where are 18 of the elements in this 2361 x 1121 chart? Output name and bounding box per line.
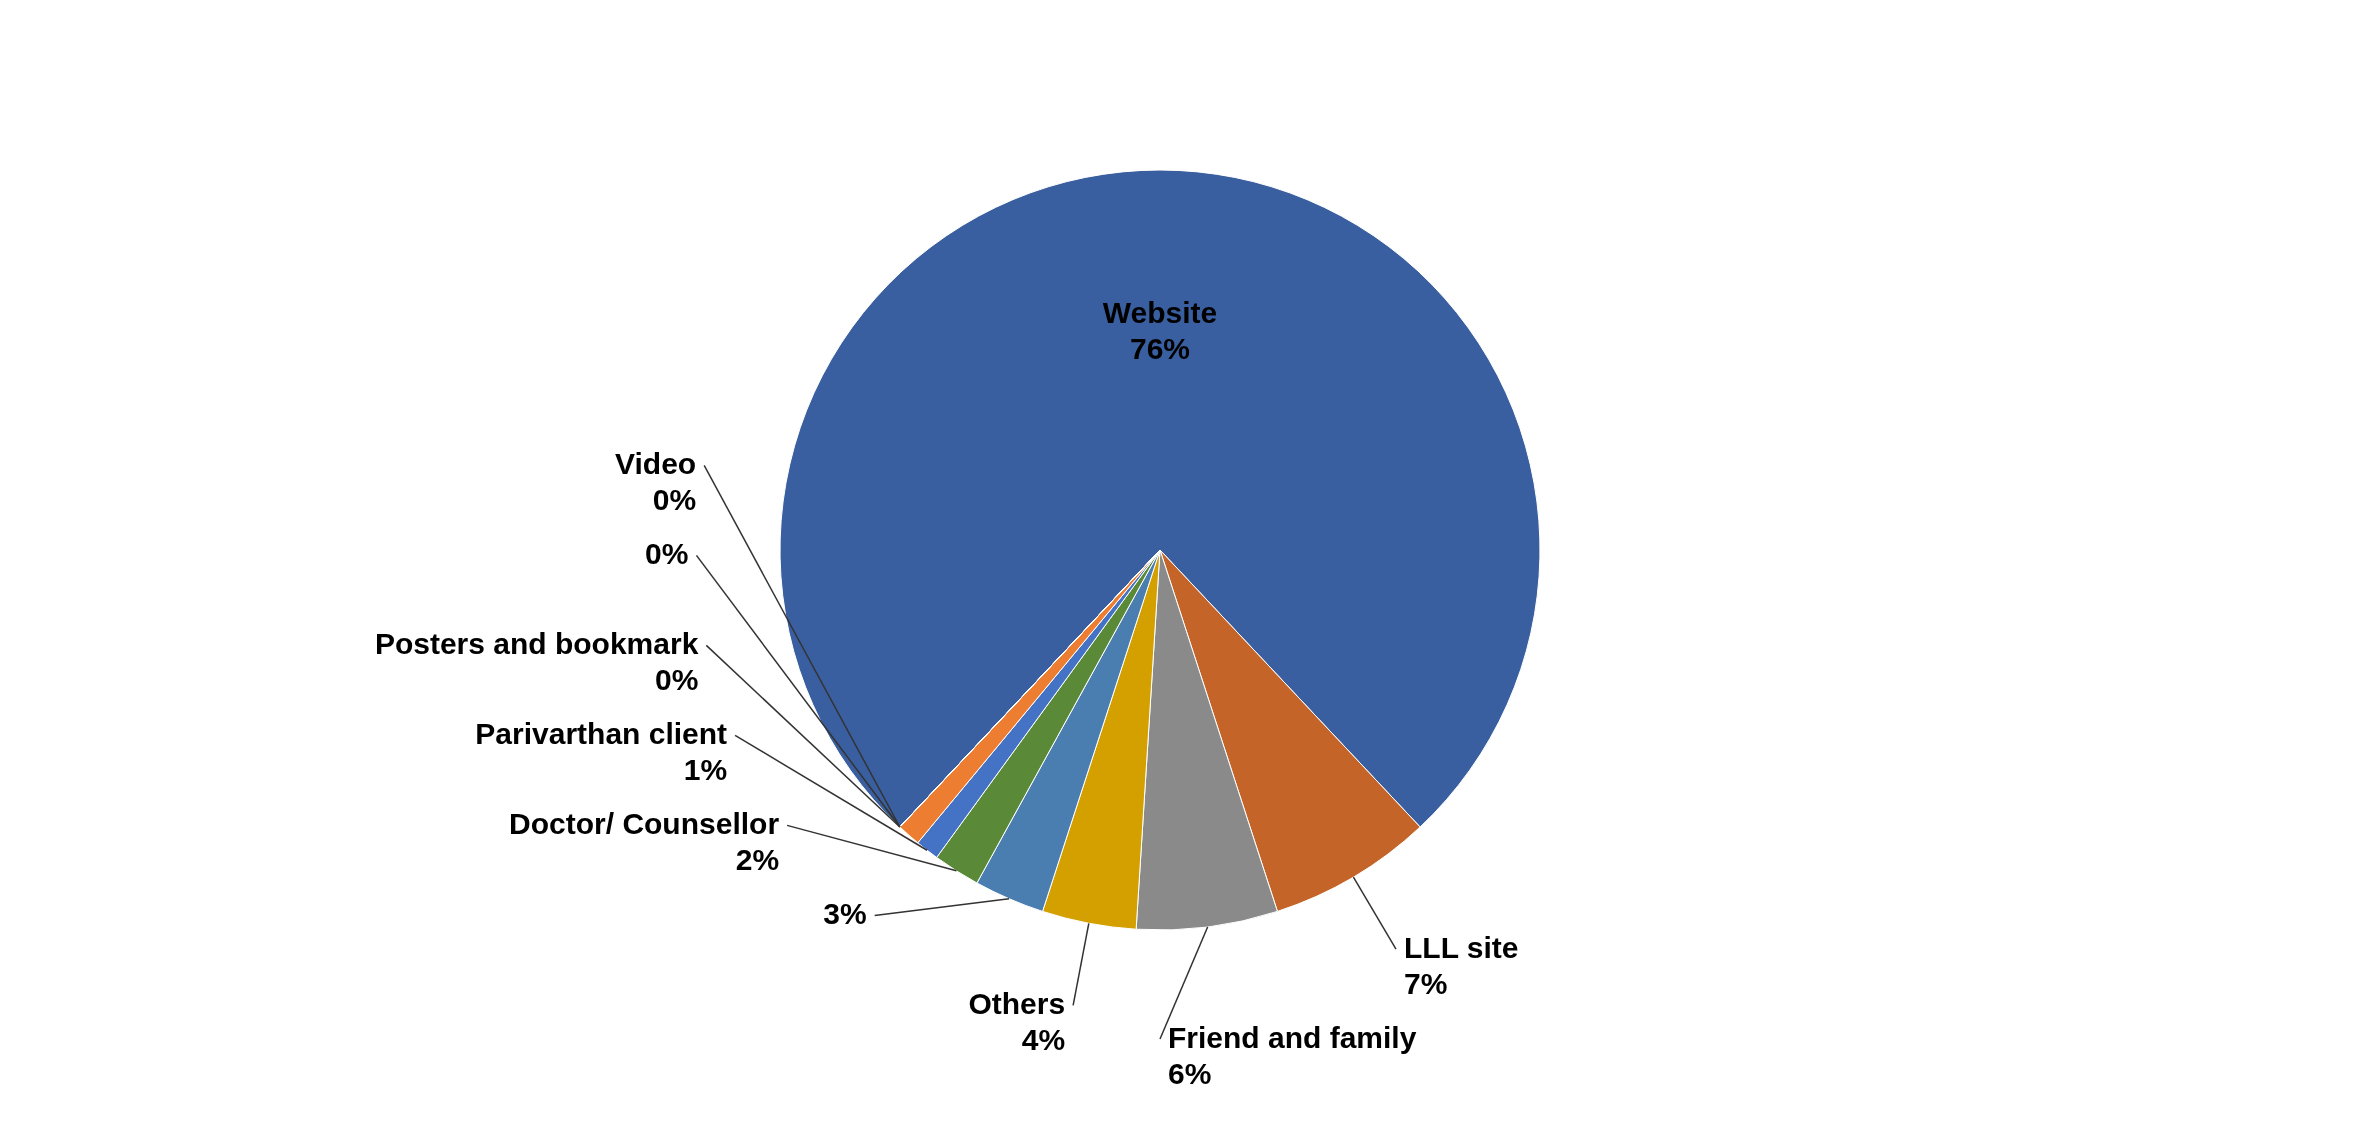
data-label: 6% [1168, 1057, 1212, 1091]
text: 0% [652, 483, 697, 517]
slice-label: Website [1102, 296, 1218, 330]
text: 0% [654, 663, 699, 697]
data-label: 1% [683, 753, 728, 787]
data-label: 7% [1403, 967, 1448, 1001]
data-label: 76% [1129, 332, 1191, 366]
slice-label: Friend and family [1168, 1021, 1417, 1055]
category-label: Posters and bookmark [374, 627, 699, 661]
data-label: 3% [823, 897, 867, 931]
slice-label: Others [968, 987, 1066, 1021]
data-label: 4% [1021, 1023, 1066, 1057]
category-label: Video [615, 447, 697, 481]
slice-label: Parivarthan client [475, 717, 728, 751]
text: 0% [645, 537, 689, 571]
data-label: 2% [735, 843, 780, 877]
slice-label: LLL site [1403, 931, 1519, 965]
slice-label: Doctor/ Counsellor [509, 807, 780, 841]
